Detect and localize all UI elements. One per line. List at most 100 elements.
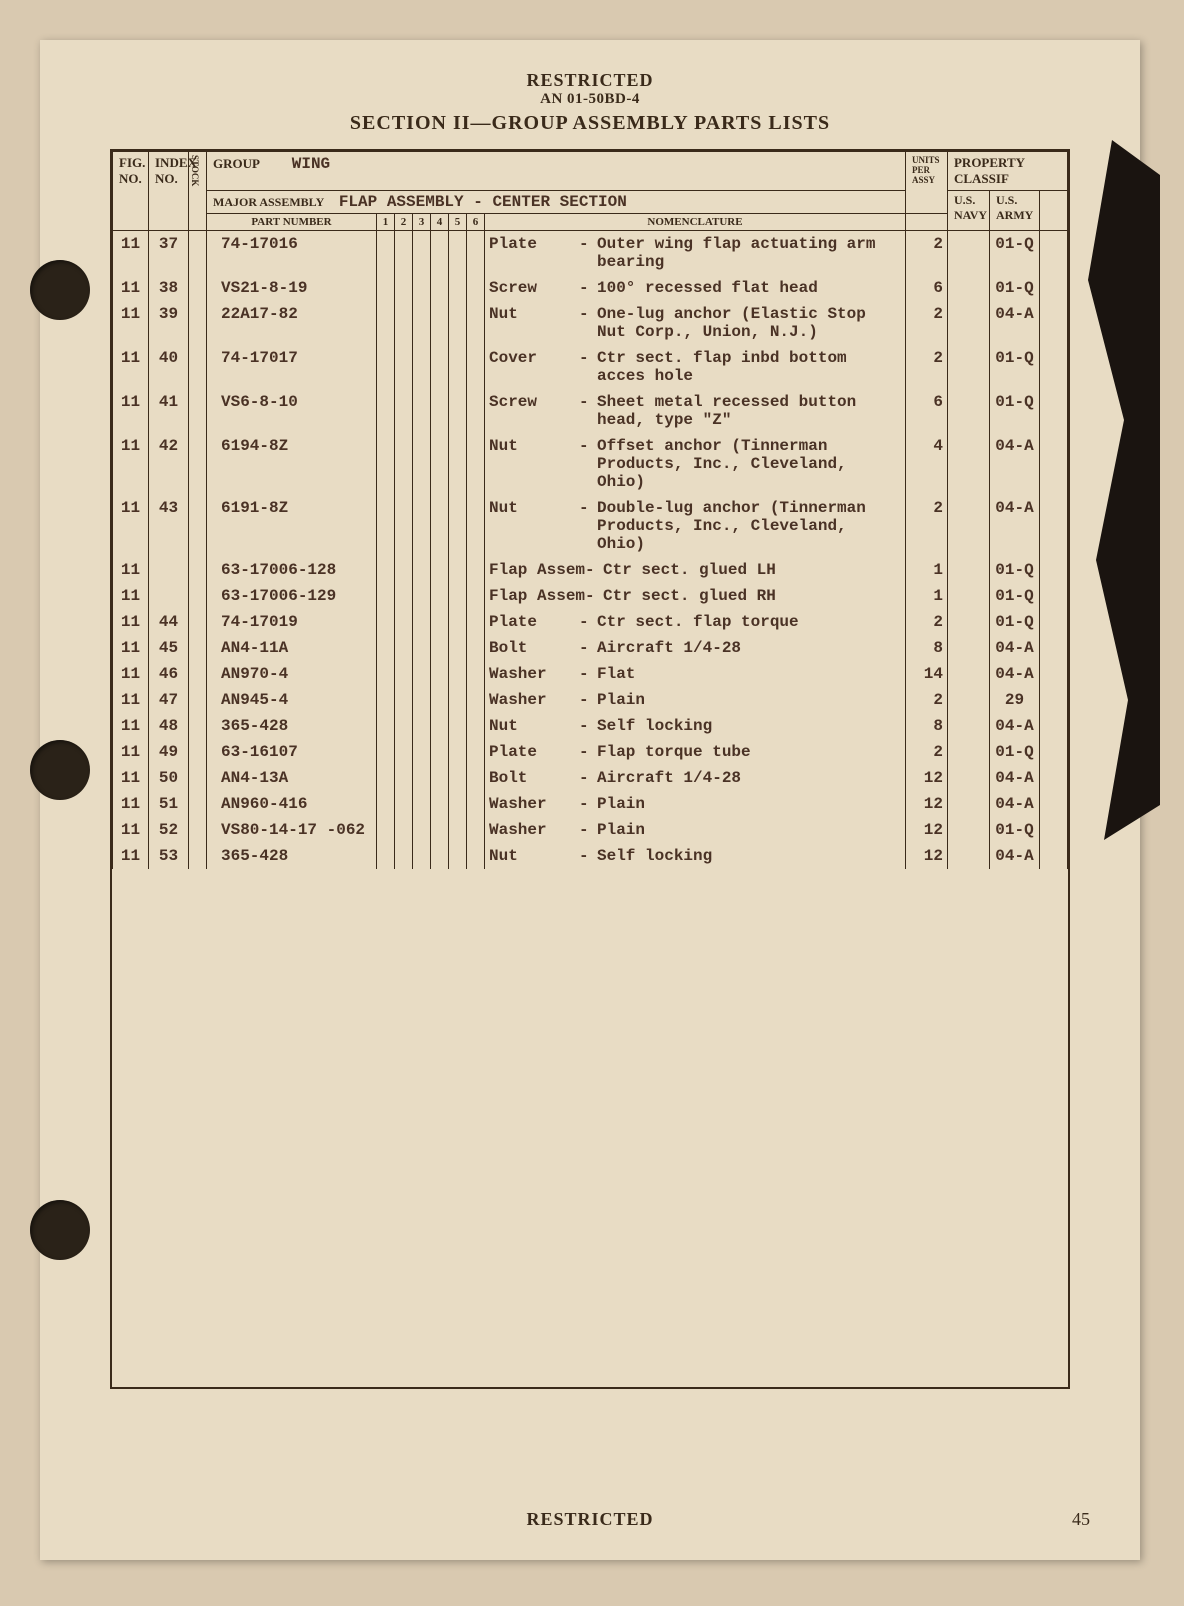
- cell-extra: [1039, 635, 1067, 661]
- table-row: 114074-17017Cover-Ctr sect. flap inbd bo…: [113, 345, 1068, 389]
- cell-stock: [189, 389, 207, 433]
- cell-l2: [395, 345, 413, 389]
- cell-l2: [395, 791, 413, 817]
- col-units-sub: [905, 214, 947, 231]
- cell-army: 04-A: [989, 301, 1039, 345]
- cell-l5: [449, 389, 467, 433]
- cell-l5: [449, 635, 467, 661]
- cell-l3: [413, 635, 431, 661]
- cell-l2: [395, 583, 413, 609]
- cell-extra: [1039, 389, 1067, 433]
- cell-nomenclature: Nut-Self locking: [485, 713, 906, 739]
- cell-l3: [413, 713, 431, 739]
- cell-navy: [947, 765, 989, 791]
- cell-l1: [377, 609, 395, 635]
- cell-units: 12: [905, 791, 947, 817]
- cell-navy: [947, 713, 989, 739]
- cell-nomenclature: Washer-Flat: [485, 661, 906, 687]
- cell-index: 44: [149, 609, 189, 635]
- cell-stock: [189, 635, 207, 661]
- cell-l2: [395, 765, 413, 791]
- cell-fig: 11: [113, 765, 149, 791]
- cell-extra: [1039, 791, 1067, 817]
- cell-nomenclature: Screw-Sheet metal recessed button head, …: [485, 389, 906, 433]
- cell-l1: [377, 345, 395, 389]
- cell-nomenclature: Bolt-Aircraft 1/4-28: [485, 635, 906, 661]
- cell-fig: 11: [113, 713, 149, 739]
- cell-army: 01-Q: [989, 275, 1039, 301]
- cell-l2: [395, 301, 413, 345]
- cell-fig: 11: [113, 345, 149, 389]
- cell-extra: [1039, 557, 1067, 583]
- cell-units: 4: [905, 433, 947, 495]
- col-part-number: PART NUMBER: [207, 214, 377, 231]
- cell-l1: [377, 635, 395, 661]
- cell-l6: [467, 687, 485, 713]
- col-property-class: PROPERTY CLASSIF: [947, 152, 1067, 191]
- cell-units: 2: [905, 495, 947, 557]
- cell-fig: 11: [113, 495, 149, 557]
- cell-l5: [449, 713, 467, 739]
- cell-l5: [449, 583, 467, 609]
- cell-stock: [189, 495, 207, 557]
- cell-fig: 11: [113, 557, 149, 583]
- group-value: WING: [292, 155, 330, 173]
- classification-bottom: RESTRICTED: [40, 1509, 1140, 1530]
- cell-nomenclature: Cover-Ctr sect. flap inbd bottom acces h…: [485, 345, 906, 389]
- cell-l4: [431, 301, 449, 345]
- cell-army: 01-Q: [989, 345, 1039, 389]
- cell-part-number: AN960-416: [207, 791, 377, 817]
- cell-part-number: AN945-4: [207, 687, 377, 713]
- cell-stock: [189, 661, 207, 687]
- cell-army: 01-Q: [989, 389, 1039, 433]
- cell-l5: [449, 687, 467, 713]
- cell-l1: [377, 275, 395, 301]
- cell-nomenclature: Plate-Ctr sect. flap torque: [485, 609, 906, 635]
- cell-army: 04-A: [989, 433, 1039, 495]
- cell-navy: [947, 661, 989, 687]
- cell-army: 01-Q: [989, 231, 1039, 276]
- cell-l2: [395, 739, 413, 765]
- cell-navy: [947, 817, 989, 843]
- cell-extra: [1039, 661, 1067, 687]
- cell-army: 01-Q: [989, 817, 1039, 843]
- cell-units: 8: [905, 713, 947, 739]
- cell-army: 04-A: [989, 765, 1039, 791]
- cell-part-number: 22A17-82: [207, 301, 377, 345]
- cell-stock: [189, 765, 207, 791]
- cell-extra: [1039, 765, 1067, 791]
- cell-l5: [449, 765, 467, 791]
- table-row: 1151AN960-416Washer-Plain1204-A: [113, 791, 1068, 817]
- cell-units: 2: [905, 739, 947, 765]
- cell-nomenclature: Nut-Offset anchor (Tinnerman Products, I…: [485, 433, 906, 495]
- cell-index: 50: [149, 765, 189, 791]
- table-row: 1146AN970-4Washer-Flat1404-A: [113, 661, 1068, 687]
- cell-army: 04-A: [989, 635, 1039, 661]
- cell-units: 1: [905, 557, 947, 583]
- table-row: 1147AN945-4Washer-Plain229: [113, 687, 1068, 713]
- cell-l6: [467, 843, 485, 869]
- cell-l2: [395, 275, 413, 301]
- cell-index: 41: [149, 389, 189, 433]
- cell-units: 8: [905, 635, 947, 661]
- cell-l6: [467, 609, 485, 635]
- cell-l6: [467, 495, 485, 557]
- col-index-no: INDEX NO.: [149, 152, 189, 231]
- punch-hole-icon: [30, 260, 90, 320]
- cell-part-number: AN4-13A: [207, 765, 377, 791]
- cell-stock: [189, 739, 207, 765]
- cell-units: 2: [905, 231, 947, 276]
- cell-l4: [431, 557, 449, 583]
- cell-army: 04-A: [989, 843, 1039, 869]
- cell-l4: [431, 275, 449, 301]
- cell-l6: [467, 231, 485, 276]
- group-label: GROUP: [213, 156, 259, 171]
- cell-army: 04-A: [989, 713, 1039, 739]
- cell-stock: [189, 231, 207, 276]
- cell-units: 2: [905, 345, 947, 389]
- cell-stock: [189, 275, 207, 301]
- cell-navy: [947, 275, 989, 301]
- cell-l3: [413, 557, 431, 583]
- cell-l3: [413, 817, 431, 843]
- table-row: 1163-17006-128Flap Assem-Ctr sect. glued…: [113, 557, 1068, 583]
